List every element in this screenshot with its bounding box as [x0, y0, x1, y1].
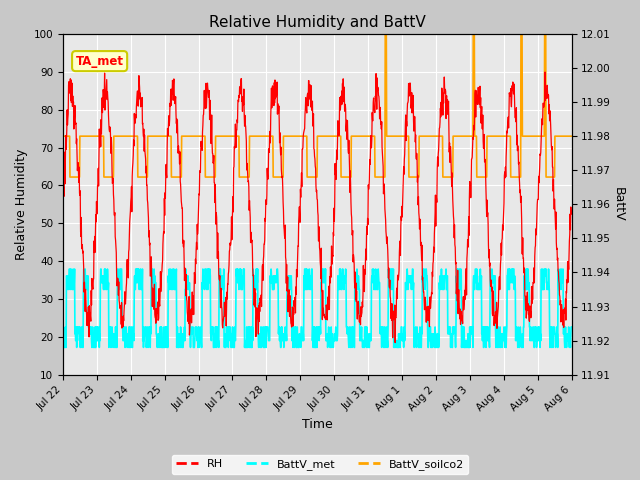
Legend: RH, BattV_met, BattV_soilco2: RH, BattV_met, BattV_soilco2	[172, 455, 468, 474]
X-axis label: Time: Time	[302, 419, 333, 432]
Text: TA_met: TA_met	[76, 55, 124, 68]
Title: Relative Humidity and BattV: Relative Humidity and BattV	[209, 15, 426, 30]
Y-axis label: Relative Humidity: Relative Humidity	[15, 149, 28, 260]
Y-axis label: BattV: BattV	[612, 187, 625, 222]
